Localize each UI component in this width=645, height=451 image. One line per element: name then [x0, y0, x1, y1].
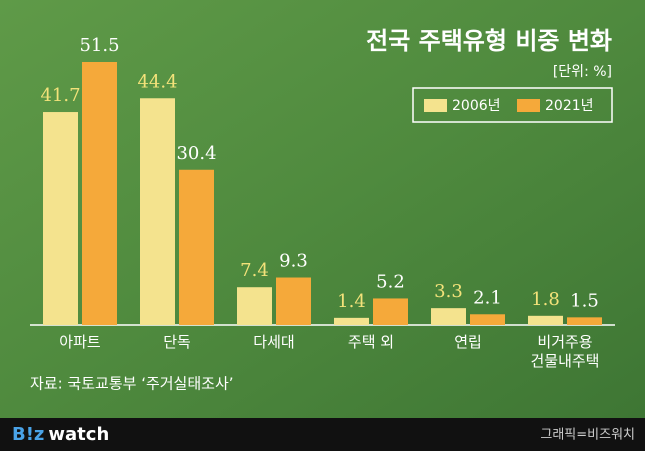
value-label: 41.7: [40, 85, 80, 106]
legend-box: [412, 87, 613, 123]
unit-label: [단위: %]: [553, 64, 612, 80]
bar: [334, 317, 369, 325]
x-tick-label: 아파트: [59, 333, 101, 351]
value-label: 2.1: [473, 287, 502, 308]
bar: [237, 287, 272, 325]
x-tick-label: 비거주용 건물내주택: [530, 333, 600, 370]
bar: [431, 308, 466, 325]
x-tick-label: 다세대: [253, 333, 295, 351]
bar: [179, 169, 214, 325]
value-label: 51.5: [79, 35, 119, 56]
bar: [567, 317, 602, 325]
bar: [470, 314, 505, 325]
value-label: 9.3: [279, 251, 308, 272]
chart-title: 전국 주택유형 비중 변화: [366, 27, 612, 55]
x-tick-label: 연립: [454, 333, 482, 351]
value-label: 1.4: [337, 291, 366, 312]
bar: [43, 112, 78, 325]
bar: [82, 62, 117, 325]
logo: B!z watch: [12, 424, 109, 445]
bar: [276, 277, 311, 325]
x-tick-label: 주택 외: [347, 333, 395, 351]
source-note: 자료: 국토교통부 ‘주거실태조사’: [30, 375, 234, 393]
value-label: 3.3: [434, 281, 463, 302]
value-label: 5.2: [376, 271, 405, 292]
value-label: 1.8: [531, 289, 560, 310]
value-label: 44.4: [137, 71, 177, 92]
footer-bar: [0, 418, 645, 451]
bar: [528, 315, 563, 325]
legend-swatch: [517, 99, 540, 112]
value-label: 7.4: [240, 260, 269, 281]
legend-label: 2006년: [452, 98, 501, 114]
legend-label: 2021년: [545, 98, 594, 114]
bar: [373, 298, 408, 325]
x-tick-label: 단독: [163, 333, 191, 351]
credit: 그래픽=비즈워치: [540, 428, 635, 443]
value-label: 30.4: [176, 143, 216, 164]
bar: [140, 98, 175, 325]
value-label: 1.5: [570, 290, 599, 311]
legend-swatch: [424, 99, 447, 112]
